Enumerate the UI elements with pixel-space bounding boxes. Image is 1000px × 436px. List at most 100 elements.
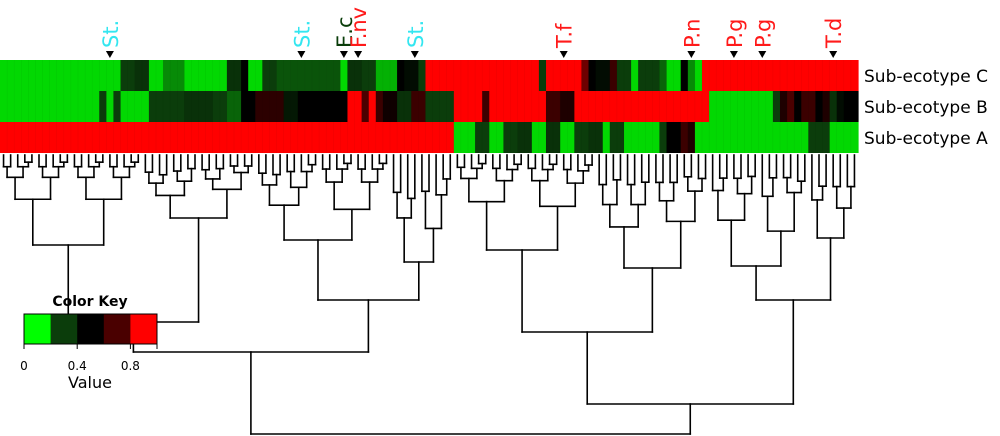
marker-arrow-8: [758, 51, 767, 58]
heatmap-cell-r0-s27: [609, 60, 618, 91]
heatmap-cell-r0-s14: [347, 60, 363, 91]
heatmap-cell-r0-s17: [397, 60, 405, 91]
heatmap-cell-r0-s30: [638, 60, 661, 91]
heatmap-cell-r1-s10: [255, 91, 285, 122]
row-labels: Sub-ecotype C Sub-ecotype B Sub-ecotype A: [864, 67, 988, 149]
heatmap-cell-r0-s22: [546, 60, 554, 91]
heatmap-cell-r2-s5: [517, 122, 533, 153]
color-key: Color Key 0 0.4 0.8 Value: [20, 294, 158, 392]
heatmap-cell-r0-s31: [659, 60, 668, 91]
heatmap-cell-r0-s32: [666, 60, 682, 91]
heatmap-cell-r1-s36: [829, 91, 838, 122]
heatmap-cell-r2-s8: [560, 122, 575, 153]
marker-arrow-1: [297, 51, 306, 58]
heatmap-cell-r1-s3: [113, 91, 122, 122]
heatmap-cell-r0-s5: [184, 60, 207, 91]
heatmap-cell-r1-s16: [368, 91, 377, 122]
heatmap-cell-r1-s38: [843, 91, 859, 122]
heatmap-cell-r1-s6: [184, 91, 214, 122]
marker-label-2: E.c: [333, 17, 357, 49]
color-key-swatch-4: [130, 314, 158, 344]
column-dendrogram: [2, 154, 856, 435]
heatmap-cell-r1-s18: [382, 91, 398, 122]
heatmap-cell-r1-s1: [99, 91, 107, 122]
marker-label-1: St.: [290, 20, 314, 48]
heatmap-cell-r2-s17: [680, 122, 689, 153]
marker-label-7: P.g: [723, 19, 747, 48]
heatmap-cell-r2-s18: [687, 122, 696, 153]
marker-label-4: St.: [404, 20, 428, 48]
heatmap-cell-r0-s11: [276, 60, 313, 91]
row-label-2: Sub-ecotype A: [864, 129, 988, 149]
heatmap-cell-r1-s9: [241, 91, 256, 122]
marker-arrow-6: [687, 51, 696, 58]
heatmap-cell-r1-s23: [482, 91, 490, 122]
heatmap-cell-r1-s24: [489, 91, 547, 122]
marker-arrow-9: [829, 51, 838, 58]
marker-label-6: P.n: [680, 19, 704, 48]
heatmap-cell-r2-s2: [475, 122, 490, 153]
heatmap-cell-r0-s18: [404, 60, 419, 91]
heatmap-cell-r2-s19: [694, 122, 710, 153]
heatmap-cell-r0-s19: [418, 60, 427, 91]
heatmap-cell-r1-s30: [780, 91, 788, 122]
heatmap-cell-r2-s6: [531, 122, 547, 153]
color-key-swatch-3: [103, 314, 131, 344]
color-key-ticks: 0 0.4 0.8: [20, 344, 158, 373]
heatmap-cell-r1-s29: [772, 91, 781, 122]
heatmap-cell-r0-s21: [538, 60, 547, 91]
heatmap-cell-r0-s7: [226, 60, 242, 91]
marker-arrow-3: [354, 51, 363, 58]
heatmap-cell-r0-s1: [120, 60, 136, 91]
heatmap-cell-r0-s26: [595, 60, 611, 91]
heatmap-cell-r0-s24: [581, 60, 590, 91]
heatmap-cell-r2-s9: [574, 122, 590, 153]
heatmap-cell-r2-s15: [659, 122, 668, 153]
color-key-tick-label-2: 0.8: [121, 359, 140, 373]
heatmap-cell-r1-s25: [546, 91, 561, 122]
heatmap-cell-r2-s12: [609, 122, 625, 153]
row-label-0: Sub-ecotype C: [864, 67, 988, 87]
marker-arrow-2: [339, 51, 348, 58]
heatmap-cell-r2-s14: [645, 122, 661, 153]
color-key-swatch-1: [50, 314, 78, 344]
color-key-tick-label-1: 0.4: [68, 359, 87, 373]
heatmap-cell-r2-s10: [588, 122, 604, 153]
heatmap-cell-r1-s34: [815, 91, 824, 122]
heatmap-cell-r0-s4: [163, 60, 185, 91]
heatmap-cell-r2-s13: [624, 122, 646, 153]
heatmap-cell-r0-s6: [205, 60, 228, 91]
marker-label-0: St.: [99, 20, 123, 48]
heatmap-cell-r1-s0: [0, 91, 100, 122]
heatmap-cell-r0-s20: [425, 60, 540, 91]
heatmap-cell-r1-s22: [453, 91, 483, 122]
marker-arrow-5: [559, 51, 568, 58]
heatmap-cell-r0-s13: [340, 60, 349, 91]
heatmap-cell-r2-s20: [709, 122, 809, 153]
heatmap-cell-r0-s36: [702, 60, 859, 91]
heatmap-cell-r0-s12: [312, 60, 341, 91]
marker-label-8: P.g: [751, 19, 775, 48]
heatmap-cell-r1-s26: [560, 91, 575, 122]
heatmap-cell-r0-s28: [616, 60, 632, 91]
heatmap-cell-r1-s35: [822, 91, 831, 122]
heatmap-cell-r0-s10: [262, 60, 278, 91]
heatmap-cell-r1-s11: [283, 91, 299, 122]
marker-arrow-7: [729, 51, 738, 58]
heatmap-cell-r1-s7: [212, 91, 228, 122]
heatmap-cell-r1-s20: [411, 91, 427, 122]
heatmap-cell-r1-s14: [347, 91, 363, 122]
color-key-bar: [23, 313, 158, 345]
heatmap-cell-r0-s35: [694, 60, 703, 91]
marker-label-3: F.nv: [347, 7, 371, 48]
heatmap-cell-r0-s0: [0, 60, 122, 91]
heatmap-cell-r0-s25: [588, 60, 597, 91]
heatmap-grid: [0, 60, 859, 153]
heatmap-cell-r0-s9: [248, 60, 263, 91]
heatmap-cell-r1-s8: [226, 91, 242, 122]
heatmap-cell-r2-s21: [808, 122, 831, 153]
heatmap-cell-r1-s4: [120, 91, 150, 122]
heatmap-cell-r1-s27: [574, 91, 710, 122]
color-key-swatch-2: [77, 314, 105, 344]
